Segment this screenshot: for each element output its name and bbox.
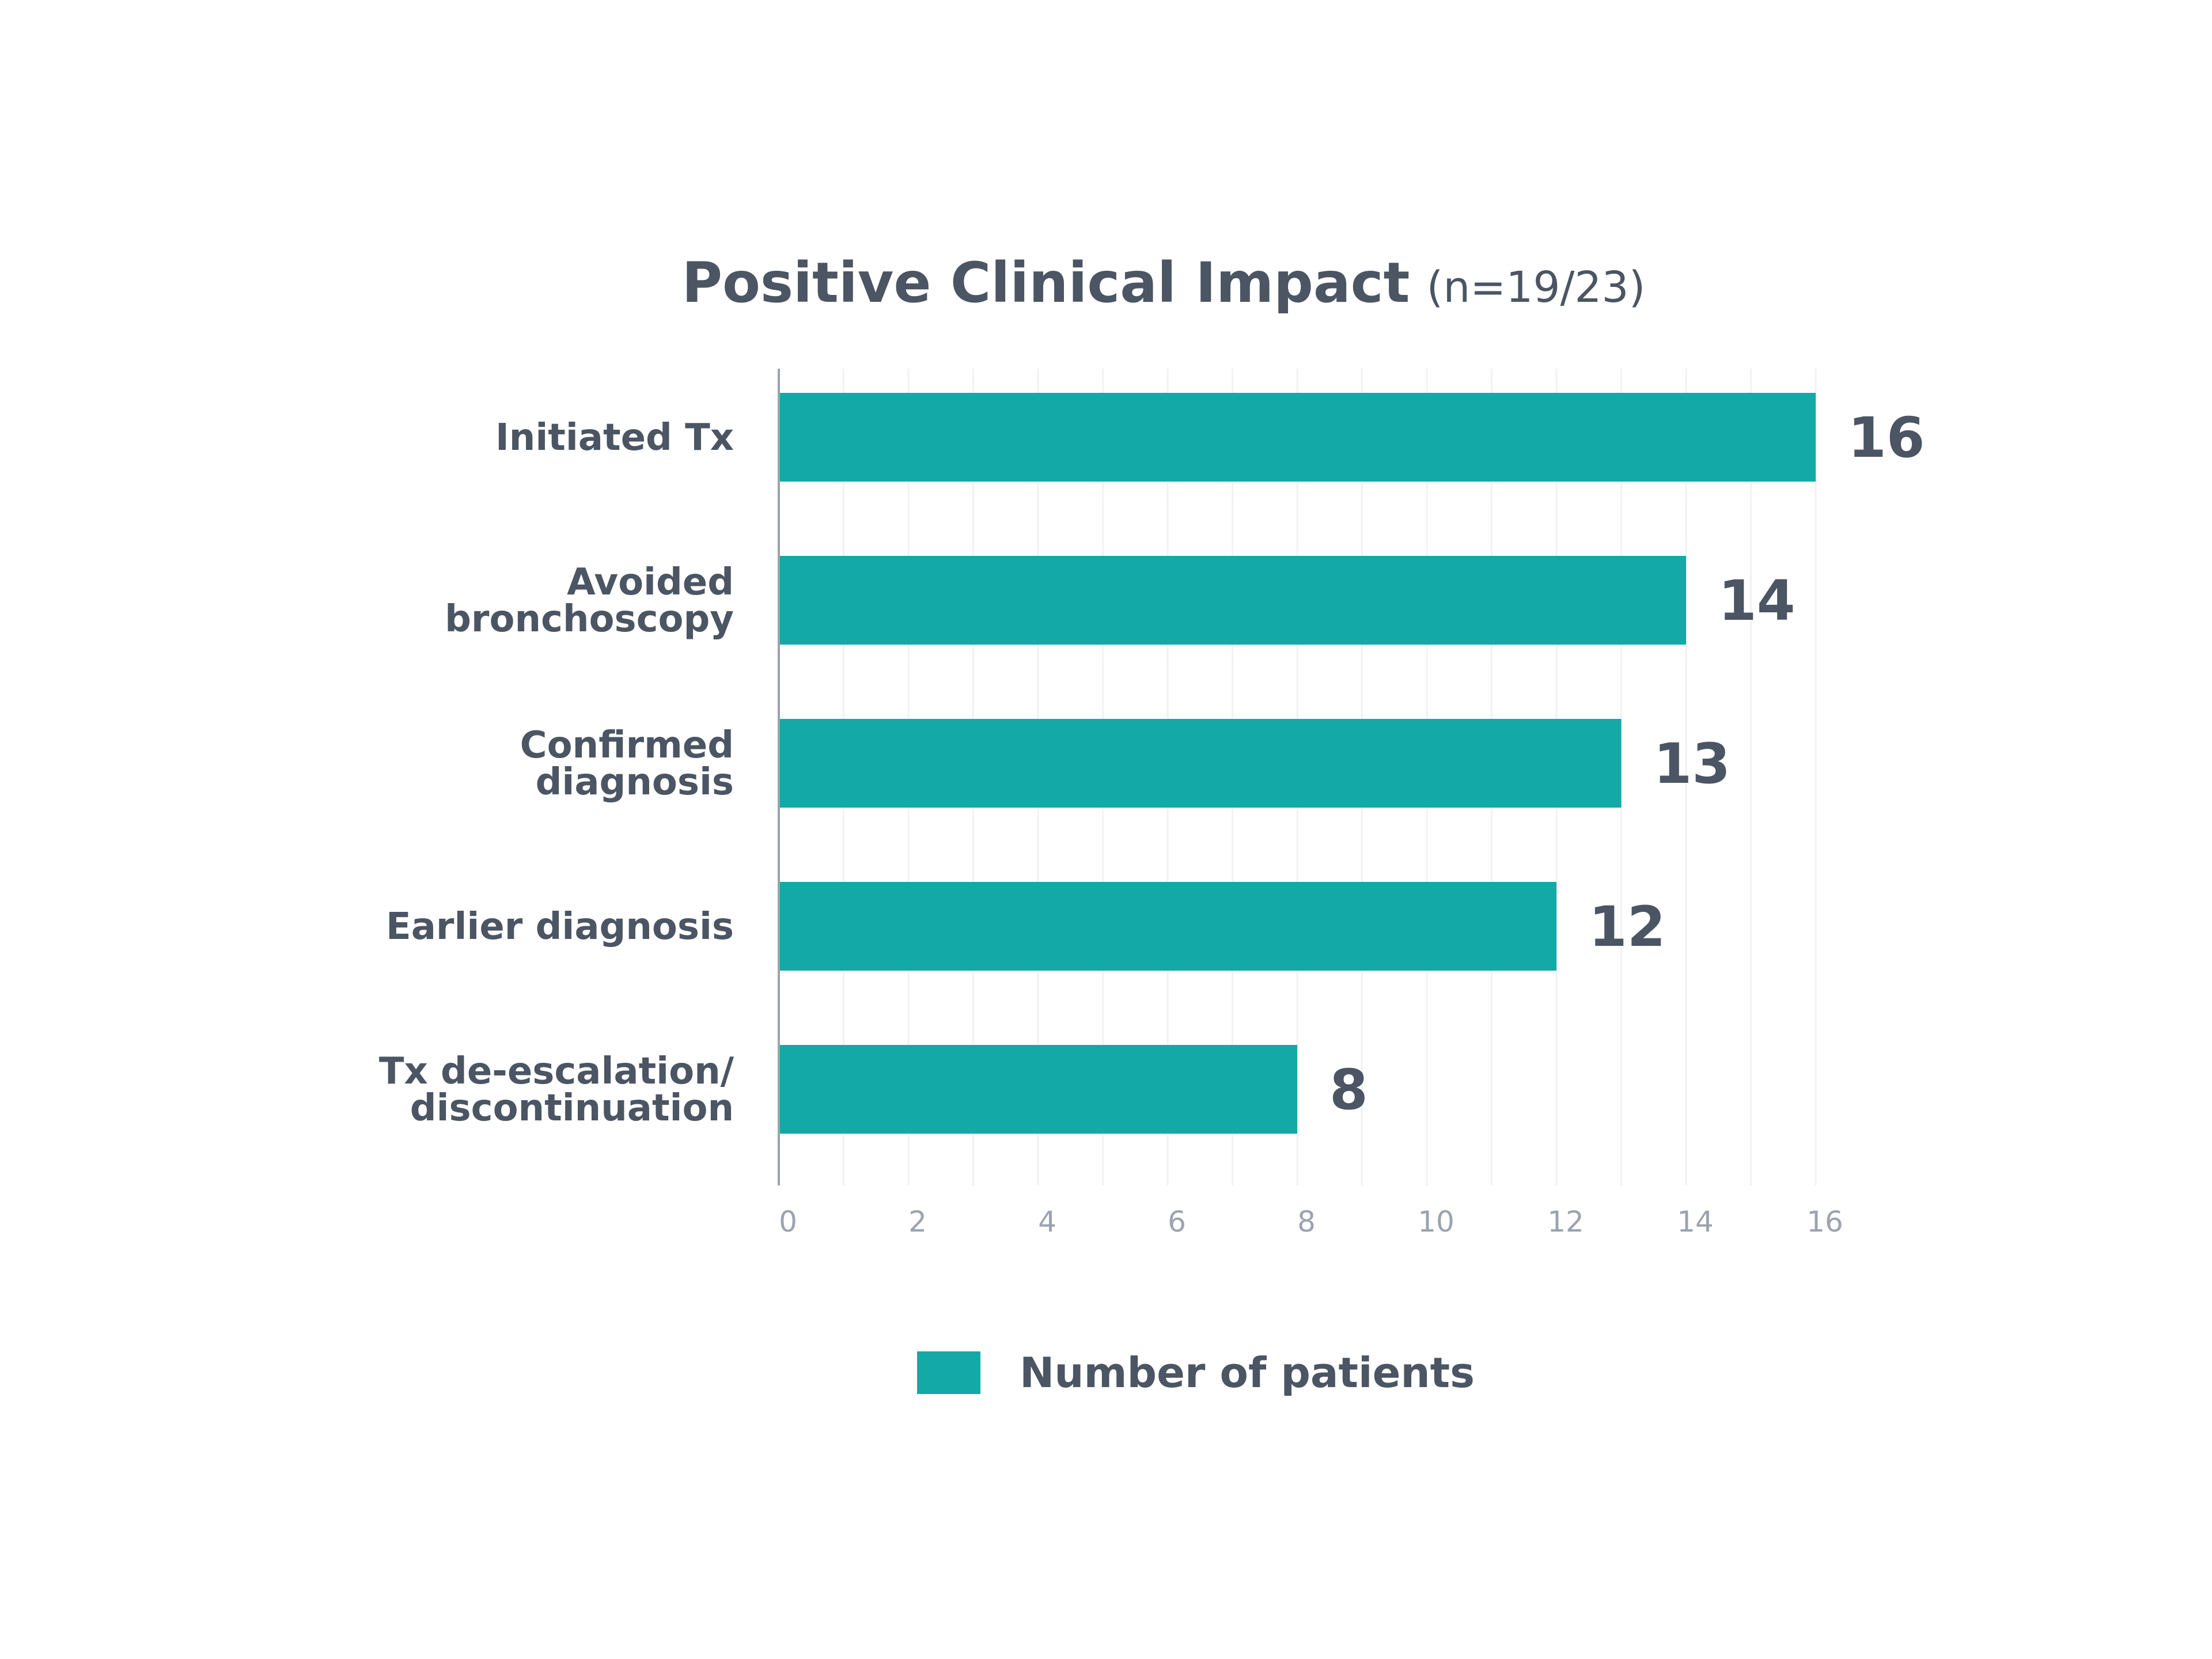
legend: Number of patients	[917, 1349, 1475, 1397]
category-label-line: Confirmed	[520, 724, 734, 767]
category-label-line: Earlier diagnosis	[386, 906, 734, 948]
category-label: Confirmed diagnosis	[520, 724, 734, 804]
category-label: Avoided bronchoscopy	[445, 561, 734, 641]
tick-label: 16	[1806, 1205, 1843, 1238]
legend-label: Number of patients	[1020, 1349, 1475, 1397]
tick-label: 10	[1418, 1205, 1455, 1238]
category-label: Earlier diagnosis	[386, 906, 734, 948]
bars	[779, 393, 1816, 1134]
tick-label: 0	[779, 1205, 797, 1238]
category-label-line: Initiated Tx	[495, 416, 734, 459]
tick-label: 12	[1547, 1205, 1584, 1238]
tick-label: 4	[1038, 1205, 1056, 1238]
chart-title-main: Positive Clinical Impact	[682, 251, 1410, 315]
labels: 16 Initiated Tx 14 Avoided bronchoscopy 13 Con…	[379, 406, 1925, 1130]
bar	[779, 719, 1622, 808]
data-label: 8	[1330, 1058, 1368, 1122]
category-label-line: Tx de-escalation/	[379, 1050, 734, 1093]
data-label: 13	[1654, 732, 1731, 796]
bar	[779, 393, 1816, 482]
chart-title: Positive Clinical Impact (n=19/23)	[682, 251, 1646, 315]
bar	[779, 556, 1686, 645]
category-label: Initiated Tx	[495, 416, 734, 459]
category-label-line: diagnosis	[536, 761, 734, 804]
tick-label: 8	[1297, 1205, 1316, 1238]
tick-label: 14	[1677, 1205, 1714, 1238]
data-label: 12	[1589, 895, 1666, 959]
data-label: 14	[1718, 569, 1796, 633]
legend-swatch	[917, 1351, 980, 1394]
chart-title-subtitle: (n=19/23)	[1427, 263, 1646, 312]
category-label-line: bronchoscopy	[445, 598, 734, 641]
category-label: Tx de-escalation/discontinuation	[379, 1050, 734, 1130]
bar	[779, 882, 1556, 971]
category-label-line: discontinuation	[410, 1087, 734, 1130]
tick-label: 2	[908, 1205, 927, 1238]
data-label: 16	[1848, 406, 1925, 470]
tick-label: 6	[1168, 1205, 1186, 1238]
bar	[779, 1045, 1297, 1134]
x-axis-ticks: 0 2 4 6 8 10 12 14 16	[779, 1205, 1843, 1238]
category-label-line: Avoided	[567, 561, 734, 604]
